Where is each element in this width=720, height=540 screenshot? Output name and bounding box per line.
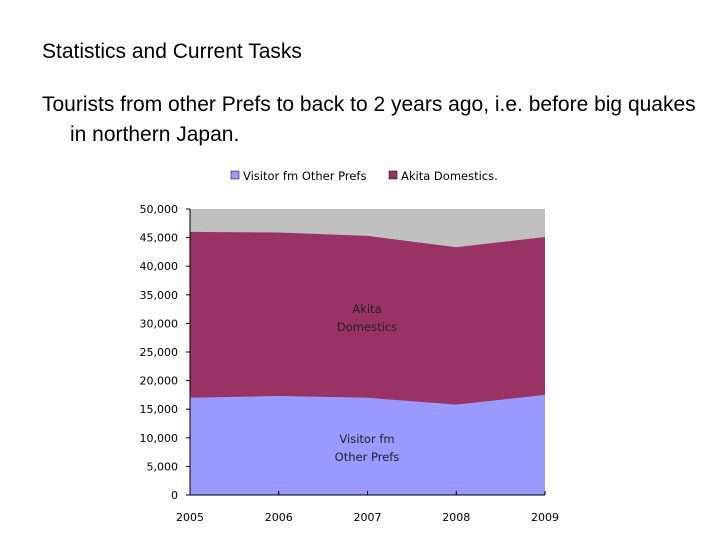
slide-body-text: Tourists from other Prefs to back to 2 y… bbox=[42, 93, 696, 146]
legend-swatch-1 bbox=[230, 170, 240, 180]
y-tick-label: 10,000 bbox=[140, 432, 179, 445]
y-tick-label: 20,000 bbox=[140, 375, 179, 388]
y-tick-label: 40,000 bbox=[140, 260, 179, 273]
y-tick-label: 50,000 bbox=[140, 203, 179, 216]
x-tick-label: 2007 bbox=[354, 511, 382, 524]
x-tick-label: 2005 bbox=[176, 511, 204, 524]
y-tick-label: 0 bbox=[171, 489, 178, 502]
y-tick-label: 25,000 bbox=[140, 346, 179, 359]
area-series-1 bbox=[190, 394, 545, 495]
area-label-series-1: Other Prefs bbox=[335, 450, 400, 464]
area-label-series-2: Akita bbox=[352, 302, 381, 316]
y-tick-label: 45,000 bbox=[140, 232, 179, 245]
y-tick-label: 35,000 bbox=[140, 289, 179, 302]
y-tick-label: 30,000 bbox=[140, 317, 179, 330]
chart-legend: Visitor fm Other Prefs Akita Domestics. bbox=[230, 169, 498, 183]
x-tick-label: 2006 bbox=[265, 511, 293, 524]
area-label-series-2: Domestics bbox=[337, 320, 397, 334]
area-label-series-1: Visitor fm bbox=[339, 432, 394, 446]
plot-area bbox=[190, 209, 545, 495]
y-tick-label: 5,000 bbox=[147, 460, 179, 473]
y-tick-label: 15,000 bbox=[140, 403, 179, 416]
x-axis: 2005 2006 2007 2008 2009 bbox=[176, 491, 559, 524]
area-labels: Visitor fm Other Prefs Akita Domestics bbox=[335, 302, 400, 464]
y-axis: 0 5,000 10,000 15,000 20,000 25,000 30,000 35,0… bbox=[140, 203, 191, 502]
area-series-2 bbox=[190, 231, 545, 405]
slide-title: Statistics and Current Tasks bbox=[42, 40, 302, 63]
legend-swatch-2 bbox=[388, 170, 398, 180]
x-tick-label: 2009 bbox=[531, 511, 559, 524]
legend-label-2: Akita Domestics. bbox=[401, 169, 498, 183]
x-tick-label: 2008 bbox=[442, 511, 470, 524]
legend-label-1: Visitor fm Other Prefs bbox=[243, 169, 366, 183]
